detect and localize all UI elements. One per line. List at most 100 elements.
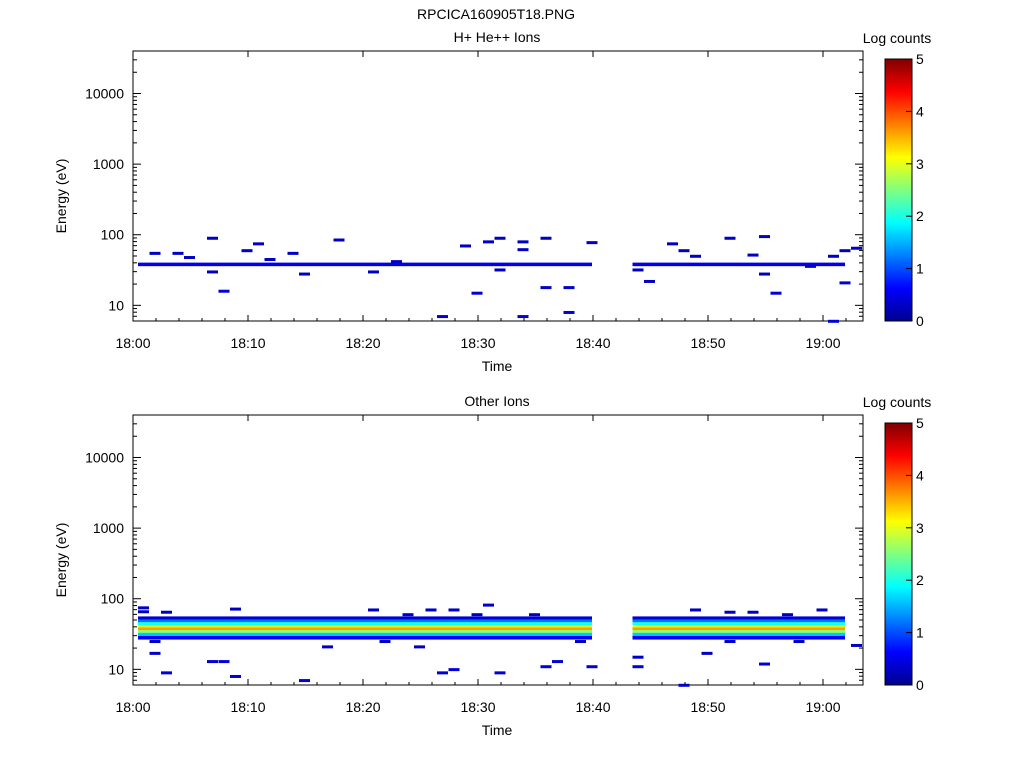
colorbar-label: Log counts bbox=[863, 394, 932, 410]
spectrogram-cell bbox=[540, 236, 552, 240]
spectrogram-cell bbox=[161, 610, 172, 614]
spectrogram-cell bbox=[839, 249, 851, 253]
spectrogram-band bbox=[138, 262, 592, 267]
plot-frame bbox=[132, 414, 864, 686]
y-tick-label: 10000 bbox=[85, 86, 124, 102]
spectrogram-cell bbox=[494, 236, 506, 240]
colorbar-tick-label: 4 bbox=[916, 467, 924, 483]
colorbar-tick-label: 1 bbox=[916, 625, 924, 641]
spectrogram-cell bbox=[368, 608, 379, 612]
spectrogram-cell bbox=[138, 610, 149, 614]
spectrogram-cell bbox=[253, 242, 264, 246]
x-tick-label: 18:00 bbox=[115, 335, 150, 351]
colorbar-tick-label: 2 bbox=[916, 572, 924, 588]
spectrogram-cell bbox=[690, 254, 701, 258]
colorbar-tick-label: 0 bbox=[916, 313, 924, 329]
spectrogram-cell bbox=[414, 645, 425, 649]
y-tick-label: 1000 bbox=[93, 156, 124, 172]
spectrogram-cell bbox=[690, 608, 701, 612]
spectrogram-cell bbox=[172, 251, 184, 255]
spectrogram-plot-area bbox=[132, 50, 864, 323]
colorbar-tick-label: 3 bbox=[916, 520, 924, 536]
y-axis-ticks: 10 100 1000 10000 bbox=[85, 414, 863, 686]
spectrogram-cell bbox=[161, 671, 172, 675]
spectrogram-cell bbox=[299, 679, 310, 683]
spectrogram-cell bbox=[448, 668, 460, 672]
spectrogram-cell bbox=[839, 281, 851, 285]
colorbar: 0 1 2 3 4 5 Log counts bbox=[863, 394, 932, 693]
x-tick-label: 18:00 bbox=[115, 699, 150, 715]
panel-h-he-ions: H+ He++ Ions 18:00 18:10 18:20 18:30 18:40 18… bbox=[53, 29, 931, 374]
colorbar-label: Log counts bbox=[863, 30, 932, 46]
spectrogram-cell bbox=[828, 319, 839, 323]
spectrogram-cell bbox=[632, 268, 644, 272]
spectrogram-cell bbox=[782, 613, 793, 617]
spectrogram-cell bbox=[379, 640, 391, 644]
spectrogram-cell bbox=[586, 665, 598, 669]
x-axis-ticks: 18:00 18:10 18:20 18:30 18:40 18:50 19:00 bbox=[115, 415, 847, 715]
spectrogram-cell bbox=[563, 286, 575, 290]
colorbar-tick-label: 3 bbox=[916, 156, 924, 172]
spectrogram-cell bbox=[149, 251, 161, 255]
spectrogram-cell bbox=[149, 640, 161, 644]
spectrogram-cell bbox=[184, 256, 195, 260]
spectrogram-cell bbox=[368, 270, 379, 274]
spectrogram-cell bbox=[540, 286, 552, 290]
spectrogram-cell bbox=[218, 289, 230, 293]
x-tick-label: 19:00 bbox=[805, 699, 840, 715]
spectrogram-cell bbox=[529, 613, 540, 617]
spectrogram-cell bbox=[322, 645, 333, 649]
colorbar-scale bbox=[884, 422, 913, 686]
plot-frame bbox=[132, 50, 864, 322]
y-axis-ticks: 10 100 1000 10000 bbox=[85, 50, 863, 322]
spectrogram-band bbox=[632, 635, 845, 640]
spectrogram-cell bbox=[483, 603, 494, 607]
panel-title: H+ He++ Ions bbox=[454, 29, 541, 45]
colorbar: 0 1 2 3 4 5 Log counts bbox=[863, 30, 932, 329]
x-axis-label: Time bbox=[482, 358, 513, 374]
spectrogram-cell bbox=[644, 279, 655, 283]
x-tick-label: 18:10 bbox=[230, 335, 265, 351]
spectrogram-cell bbox=[425, 608, 437, 612]
spectrogram-cell bbox=[471, 613, 483, 617]
spectrogram-cell bbox=[759, 272, 770, 276]
spectrogram-band bbox=[138, 619, 592, 624]
spectrogram-cell bbox=[494, 671, 506, 675]
spectrogram-cell bbox=[747, 253, 759, 257]
spectrogram-cell bbox=[678, 249, 690, 253]
spectrogram-cell bbox=[724, 236, 736, 240]
y-tick-label: 100 bbox=[101, 227, 125, 243]
x-tick-label: 18:30 bbox=[460, 335, 495, 351]
spectrogram-cell bbox=[805, 264, 816, 268]
spectrogram-cell bbox=[138, 606, 149, 610]
spectrogram-cell bbox=[207, 236, 218, 240]
x-tick-label: 18:40 bbox=[575, 699, 610, 715]
spectrogram-cell bbox=[517, 315, 529, 319]
spectrogram-cell bbox=[241, 249, 253, 253]
colorbar-tick-label: 0 bbox=[916, 677, 924, 693]
spectrogram-cell bbox=[230, 674, 241, 678]
spectrogram-cell bbox=[747, 610, 759, 614]
spectrogram-cell bbox=[586, 241, 598, 245]
spectrogram-cell bbox=[149, 651, 161, 655]
spectrogram-band bbox=[138, 622, 592, 626]
y-tick-label: 10000 bbox=[85, 450, 124, 466]
spectrogram-band bbox=[632, 262, 845, 267]
spectrogram-cell bbox=[759, 235, 770, 239]
y-tick-label: 1000 bbox=[93, 520, 124, 536]
spectrogram-cell bbox=[299, 272, 310, 276]
spectrogram-band bbox=[632, 627, 845, 632]
y-axis-label: Energy (eV) bbox=[53, 159, 69, 234]
x-tick-label: 18:20 bbox=[345, 335, 380, 351]
spectrogram-cell bbox=[460, 244, 471, 248]
spectrogram-band bbox=[632, 630, 845, 634]
spectrogram-cell bbox=[770, 291, 782, 295]
spectrogram-cell bbox=[828, 254, 839, 258]
spectrogram-cell bbox=[471, 291, 483, 295]
x-axis-ticks: 18:00 18:10 18:20 18:30 18:40 18:50 19:00 bbox=[115, 51, 847, 351]
spectrogram-cell bbox=[483, 240, 494, 244]
spectrogram-cell bbox=[678, 683, 690, 687]
figure-title: RPCICA160905T18.PNG bbox=[417, 6, 575, 22]
spectrogram-cell bbox=[230, 607, 241, 611]
